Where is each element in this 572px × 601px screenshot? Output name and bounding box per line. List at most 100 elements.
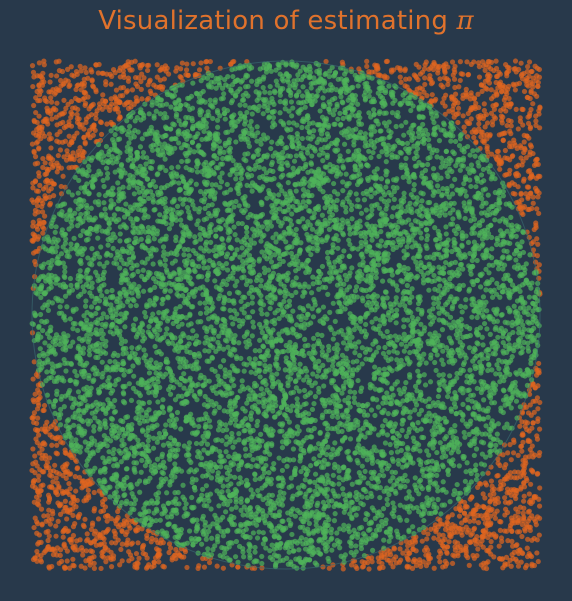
outside-point: [529, 68, 535, 75]
outside-point: [125, 78, 132, 84]
outside-point: [499, 88, 505, 94]
outside-point: [190, 61, 196, 67]
outside-point: [524, 420, 531, 426]
outside-point: [133, 528, 139, 534]
outside-point: [158, 66, 164, 73]
inside-point: [61, 273, 67, 279]
outside-point: [504, 64, 511, 70]
inside-point: [353, 512, 359, 518]
outside-point: [53, 533, 59, 539]
outside-point: [124, 540, 130, 546]
outside-point: [326, 565, 332, 571]
inside-point: [230, 321, 236, 327]
outside-point: [91, 123, 97, 130]
outside-point: [61, 489, 67, 496]
outside-point: [504, 122, 510, 129]
inside-point: [70, 326, 76, 332]
outside-point: [438, 539, 444, 546]
inside-point: [262, 100, 268, 107]
outside-point: [40, 164, 46, 171]
outside-point: [449, 560, 456, 566]
outside-point: [445, 515, 451, 521]
inside-point: [488, 421, 494, 427]
inside-point: [242, 202, 249, 208]
outside-point: [366, 566, 372, 572]
outside-point: [411, 557, 417, 563]
inside-point: [439, 327, 446, 333]
outside-point: [69, 111, 75, 117]
inside-point: [403, 380, 409, 386]
outside-point: [497, 462, 503, 469]
inside-point: [57, 304, 63, 310]
outside-point: [536, 532, 542, 538]
outside-point: [119, 527, 125, 534]
outside-point: [123, 532, 129, 538]
outside-point: [91, 508, 97, 514]
inside-point: [226, 453, 232, 460]
inside-point: [231, 224, 237, 230]
inside-point: [228, 256, 234, 262]
outside-point: [519, 448, 525, 454]
inside-point: [431, 272, 437, 279]
outside-point: [512, 58, 519, 64]
outside-point: [384, 551, 390, 557]
outside-point: [30, 250, 37, 256]
outside-point: [498, 535, 505, 541]
outside-point: [520, 158, 526, 165]
outside-point: [518, 190, 524, 196]
outside-point: [517, 118, 524, 124]
outside-point: [536, 360, 542, 367]
outside-point: [34, 519, 40, 525]
outside-point: [29, 197, 35, 203]
outside-point: [58, 83, 64, 89]
outside-point: [532, 385, 538, 391]
outside-point: [116, 99, 123, 106]
outside-point: [58, 183, 64, 190]
outside-point: [82, 139, 88, 145]
outside-point: [35, 498, 42, 504]
outside-point: [514, 559, 520, 565]
inside-point: [73, 437, 79, 443]
outside-point: [82, 65, 88, 71]
outside-point: [57, 502, 63, 508]
inside-point: [208, 506, 214, 512]
inside-point: [337, 545, 343, 551]
inside-point: [523, 261, 529, 267]
outside-point: [167, 545, 174, 551]
outside-point: [413, 74, 419, 81]
outside-point: [442, 103, 448, 109]
outside-point: [103, 98, 109, 104]
outside-point: [476, 116, 482, 122]
outside-point: [38, 552, 44, 559]
outside-point: [97, 534, 104, 541]
inside-point: [130, 271, 137, 278]
inside-point: [334, 350, 340, 356]
inside-point: [105, 242, 111, 248]
outside-point: [516, 550, 522, 557]
inside-point: [334, 410, 340, 416]
outside-point: [39, 224, 46, 230]
outside-point: [524, 94, 530, 101]
inside-point: [236, 481, 242, 487]
outside-point: [37, 97, 43, 104]
outside-point: [74, 111, 80, 118]
outside-point: [535, 418, 541, 425]
outside-point: [40, 482, 46, 488]
inside-point: [167, 288, 173, 294]
outside-point: [451, 553, 458, 559]
outside-point: [515, 184, 521, 190]
outside-point: [517, 504, 523, 510]
outside-point: [108, 564, 115, 570]
outside-point: [522, 528, 528, 534]
inside-point: [255, 418, 261, 424]
outside-point: [184, 564, 190, 571]
outside-point: [527, 110, 533, 117]
inside-point: [232, 474, 238, 480]
inside-point: [143, 500, 150, 506]
outside-point: [504, 70, 510, 76]
inside-point: [366, 148, 372, 154]
outside-point: [473, 541, 479, 547]
inside-point: [75, 389, 82, 395]
outside-point: [50, 552, 57, 558]
inside-point: [385, 411, 391, 417]
